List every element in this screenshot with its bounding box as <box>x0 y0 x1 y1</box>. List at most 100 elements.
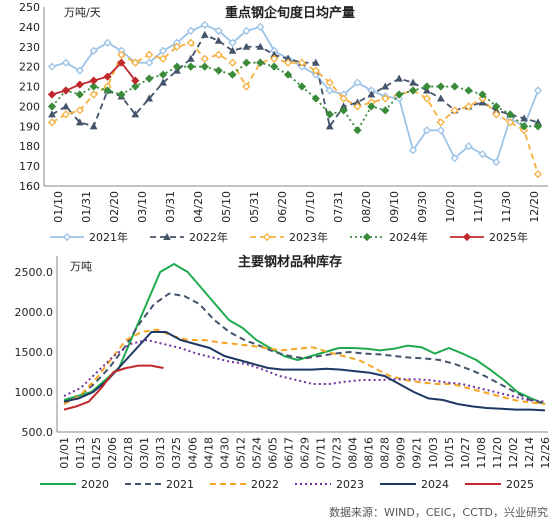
point-2024年 <box>145 74 154 83</box>
point-2021年 <box>436 126 445 135</box>
y-tick-label: 1000.0 <box>15 386 54 399</box>
x-tick-label: 04/30 <box>218 437 231 469</box>
legend-label: 2021 <box>166 478 194 491</box>
point-2021年 <box>214 26 223 35</box>
y-tick-label: 500.0 <box>22 426 54 439</box>
x-tick-label: 07/10 <box>304 191 317 223</box>
legend-label: 2020 <box>81 478 109 491</box>
series-line-2024年 <box>51 61 538 132</box>
point-2024年 <box>519 122 529 131</box>
y-tick-label: 2000.0 <box>15 306 54 319</box>
x-tick-label: 01/25 <box>90 437 103 469</box>
point-2021年 <box>103 38 112 47</box>
x-tick-label: 04/06 <box>186 437 199 469</box>
y-tick-label: 250 <box>19 1 40 14</box>
chart1-unit-label: 万吨/天 <box>64 6 101 19</box>
point-2023年 <box>270 54 279 63</box>
x-tick-label: 12/20 <box>528 191 541 223</box>
point-2021年 <box>478 150 487 159</box>
x-tick-label: 09/09 <box>395 437 408 469</box>
x-tick-label: 07/23 <box>331 437 344 469</box>
point-2023年 <box>339 94 348 103</box>
y-tick-label: 220 <box>19 61 40 74</box>
point-2024年 <box>325 110 334 119</box>
x-tick-label: 04/20 <box>192 191 205 223</box>
chart-daily-output: 重点钢企旬度日均产量 万吨/天 160 170 180 190 200 210 220 230… <box>19 1 548 244</box>
x-tick-label: 12/02 <box>507 437 520 469</box>
x-tick-label: 11/10 <box>472 191 485 223</box>
point-2023年 <box>242 82 251 91</box>
point-2021年 <box>533 86 543 95</box>
x-tick-label: 10/03 <box>427 437 440 469</box>
chart-steel-inventory: 主要钢材品种库存 万吨 500.0 1000.0 1500.0 2000.0 2500.… <box>15 254 553 491</box>
legend-label: 2023 <box>336 478 364 491</box>
point-2021年 <box>450 154 459 163</box>
point-2024年 <box>506 110 515 119</box>
point-2023年 <box>325 78 334 87</box>
legend-label: 2024年 <box>389 230 428 244</box>
point-2024年 <box>117 90 126 99</box>
point-2021年 <box>61 58 71 67</box>
point-2021年 <box>228 38 237 47</box>
x-tick-label: 10/15 <box>443 437 456 469</box>
y-tick-label: 200 <box>19 100 40 113</box>
point-2023年 <box>172 42 182 51</box>
point-2021年 <box>200 20 209 30</box>
point-2025年 <box>75 80 84 89</box>
series-line-2025 <box>63 364 164 411</box>
chart2-y-ticks: 500.0 1000.0 1500.0 2000.0 2500.0 <box>15 266 54 439</box>
legend-label: 2022年 <box>189 230 228 244</box>
point-2023年 <box>158 54 168 63</box>
point-2023年 <box>450 106 459 115</box>
x-tick-label: 01/31 <box>80 191 93 223</box>
point-2022年 <box>214 36 223 44</box>
x-tick-label: 12/26 <box>539 437 552 469</box>
x-tick-label: 09/21 <box>411 437 424 469</box>
x-tick-label: 06/05 <box>266 437 279 469</box>
point-2024年 <box>47 102 57 111</box>
legend-marker-2025年 <box>462 232 472 242</box>
point-2025年 <box>103 72 112 81</box>
y-tick-label: 170 <box>19 160 40 173</box>
point-2022年 <box>159 78 167 86</box>
series-line-2021年 <box>51 23 539 164</box>
x-tick-label: 10/20 <box>444 191 457 223</box>
x-tick-label: 08/28 <box>379 437 392 469</box>
x-tick-label: 05/10 <box>220 191 233 223</box>
point-2023年 <box>436 118 445 127</box>
y-tick-label: 230 <box>19 41 40 54</box>
x-tick-label: 10/27 <box>459 437 472 469</box>
point-2023年 <box>200 54 209 63</box>
point-2022年 <box>520 114 528 122</box>
point-2024年 <box>186 62 195 71</box>
x-tick-label: 08/04 <box>347 437 360 469</box>
point-2022年 <box>395 74 403 82</box>
x-tick-label: 07/11 <box>315 437 328 469</box>
point-2023年 <box>283 58 293 67</box>
point-2024年 <box>75 90 84 99</box>
point-2024年 <box>200 62 209 71</box>
series-line-2024 <box>63 331 546 412</box>
point-2022年 <box>228 46 237 54</box>
legend-marker-2023年 <box>262 232 272 242</box>
point-2022年 <box>89 122 98 130</box>
point-2024年 <box>395 90 404 99</box>
x-tick-label: 08/20 <box>360 191 373 223</box>
point-2024年 <box>492 102 501 111</box>
x-tick-label: 04/18 <box>202 437 215 469</box>
point-2024年 <box>450 82 459 91</box>
x-tick-label: 08/16 <box>363 437 376 469</box>
point-2024年 <box>464 86 473 95</box>
x-tick-label: 03/01 <box>138 437 151 469</box>
point-2024年 <box>283 70 293 79</box>
point-2024年 <box>228 70 237 79</box>
x-tick-label: 01/13 <box>74 437 87 469</box>
y-tick-label: 190 <box>19 120 40 133</box>
y-tick-label: 180 <box>19 140 40 153</box>
x-tick-label: 03/13 <box>154 437 167 469</box>
y-tick-label: 240 <box>19 21 40 34</box>
point-2024年 <box>103 86 112 95</box>
x-tick-label: 09/30 <box>416 191 429 223</box>
x-tick-label: 03/10 <box>136 191 149 223</box>
point-2021年 <box>47 62 57 71</box>
